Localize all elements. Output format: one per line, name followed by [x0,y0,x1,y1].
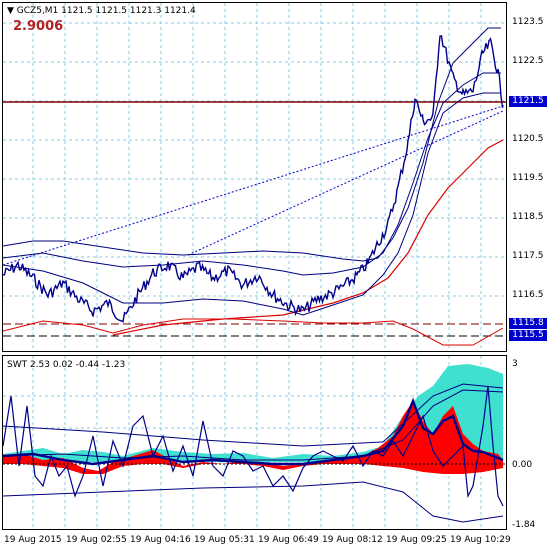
time-axis-label: 19 Aug 09:25 [386,535,447,545]
time-axis-label: 19 Aug 08:12 [322,535,383,545]
swt-axis-label: -1.84 [512,520,536,530]
mid-envelope-line [3,72,501,276]
price-axis-label: 1120.5 [512,134,544,144]
level-tag-upper: 1115.8 [509,318,547,329]
swt-indicator-header: SWT 2.53 0.02 -0.44 -1.23 [7,360,126,370]
swt-indicator-panel[interactable]: SWT 2.53 0.02 -0.44 -1.23 [2,355,507,530]
price-chart-canvas [3,3,506,351]
price-axis-label: 1123.5 [512,17,544,27]
trend-line [187,110,504,256]
time-axis-label: 19 Aug 10:29 [450,535,511,545]
price-axis-label: 1117.5 [512,251,544,261]
lower-envelope-line [3,92,501,316]
lower-band-line [3,318,504,346]
swt-axis-label: 0.00 [512,460,533,470]
price-axis-label: 1118.5 [512,212,544,222]
trend-line [3,105,504,266]
oscillator-line [3,385,504,507]
time-axis-label: 19 Aug 2015 [4,535,62,545]
time-axis-label: 19 Aug 06:49 [258,535,319,545]
sub-upper-line [3,383,504,447]
price-axis-label: 1119.5 [512,173,544,183]
level-tag-lower: 1115.5 [509,330,547,341]
symbol-ohlc-text: GCZ5,M1 1121.5 1121.5 1121.3 1121.4 [16,6,196,16]
current-price-tag: 1121.5 [509,96,547,107]
swt-main-line [3,397,504,466]
sub-lower-line [3,481,504,523]
price-chart-panel[interactable]: ▼ GCZ5,M1 1121.5 1121.5 1121.3 1121.4 2.… [2,2,507,352]
symbol-header: ▼ GCZ5,M1 1121.5 1121.5 1121.3 1121.4 [7,6,196,16]
swt-indicator-canvas [3,356,506,529]
upper-envelope-line [3,27,501,262]
price-axis-label: 1122.5 [512,56,544,66]
moving-average-line [112,139,504,336]
price-axis-label: 1116.5 [512,290,544,300]
collapse-triangle-icon[interactable]: ▼ [7,6,17,16]
swt-axis-label: 3 [512,359,518,369]
time-axis-label: 19 Aug 02:55 [66,535,127,545]
red-fill-area [3,401,503,474]
sub-signal-line [3,389,504,461]
time-axis-label: 19 Aug 04:16 [130,535,191,545]
time-axis-label: 19 Aug 05:31 [194,535,255,545]
indicator-value-label: 2.9006 [13,19,64,34]
price-line [3,35,504,323]
